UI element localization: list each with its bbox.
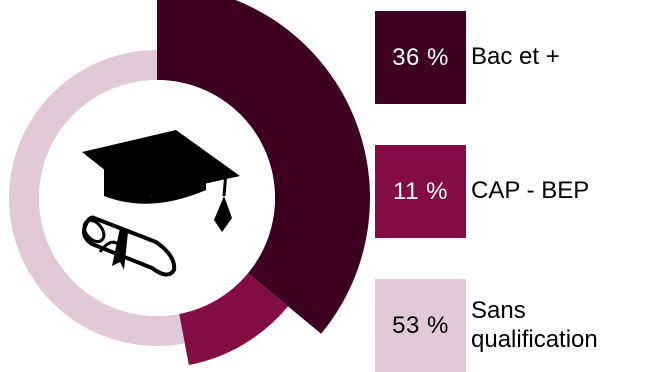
legend-value-badge: 11 % bbox=[375, 145, 466, 238]
legend-item-bac: 36 % Bac et + bbox=[375, 11, 646, 104]
legend-label: CAP - BEP bbox=[471, 177, 590, 205]
donut-slices bbox=[9, 0, 370, 365]
donut-slice-3 bbox=[9, 50, 185, 346]
donut-svg bbox=[9, 0, 370, 365]
donut-slice-1 bbox=[157, 0, 370, 334]
legend-label: Bac et + bbox=[471, 43, 560, 71]
legend-value-badge: 53 % bbox=[375, 279, 466, 372]
legend-value: 36 % bbox=[392, 43, 449, 71]
legend-label: Sans qualification bbox=[471, 296, 598, 353]
legend-item-sans-qualification: 53 % Sans qualification bbox=[375, 279, 646, 372]
graduation-cap-diploma-icon bbox=[82, 130, 240, 277]
legend-value-badge: 36 % bbox=[375, 11, 466, 104]
legend-value: 53 % bbox=[392, 311, 449, 339]
legend-item-cap-bep: 11 % CAP - BEP bbox=[375, 145, 646, 238]
legend-value: 11 % bbox=[393, 177, 448, 205]
donut-slice-2 bbox=[179, 273, 288, 365]
